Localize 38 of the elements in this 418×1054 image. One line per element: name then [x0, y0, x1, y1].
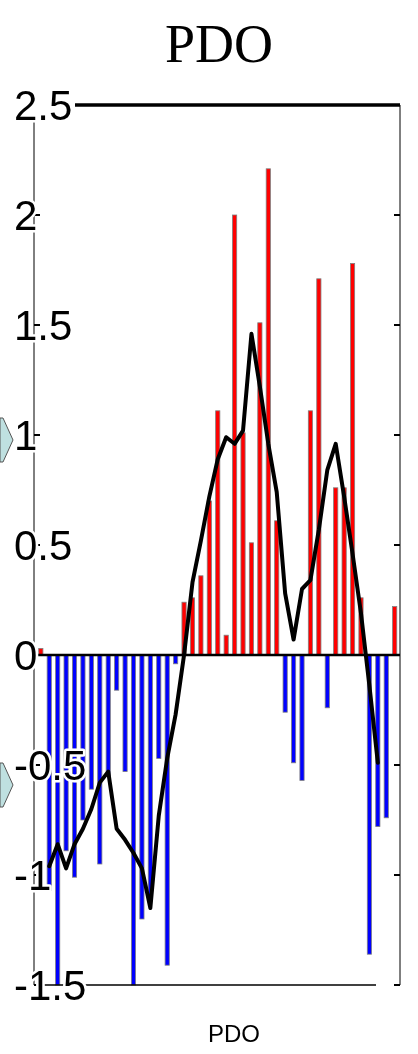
bar: [38, 648, 44, 656]
y-tick-label: 1.5: [14, 302, 73, 350]
y-tick-label: 0.5: [14, 522, 73, 570]
bar: [299, 654, 305, 781]
bar: [333, 487, 339, 656]
bar: [156, 654, 162, 759]
bar: [350, 263, 356, 656]
bar: [114, 654, 120, 691]
bar: [232, 214, 238, 656]
y-tick-label: 2.5: [14, 82, 73, 130]
bar: [282, 654, 288, 713]
bar: [265, 168, 271, 656]
bar: [392, 606, 398, 656]
bar: [316, 278, 322, 656]
bar: [274, 520, 280, 656]
chart-title: PDO: [164, 14, 274, 74]
bar: [240, 432, 246, 656]
bar: [324, 654, 330, 709]
y-tick-label: 1: [14, 412, 38, 460]
bar: [307, 410, 313, 656]
bar: [291, 654, 297, 764]
bar: [88, 654, 94, 790]
bar: [198, 575, 204, 656]
bar: [257, 322, 263, 656]
bar: [130, 654, 136, 986]
bar: [164, 654, 170, 966]
y-tick-label: 0: [14, 632, 38, 680]
bar: [215, 410, 221, 656]
bar: [122, 654, 128, 772]
bar: [105, 654, 111, 777]
bar: [206, 500, 212, 656]
bar: [223, 634, 229, 656]
y-tick-label: 2: [14, 192, 38, 240]
bar: [248, 542, 254, 656]
bar: [383, 654, 389, 819]
bar: [139, 654, 145, 920]
bar: [97, 654, 103, 865]
x-axis-title: PDO: [207, 1020, 261, 1047]
